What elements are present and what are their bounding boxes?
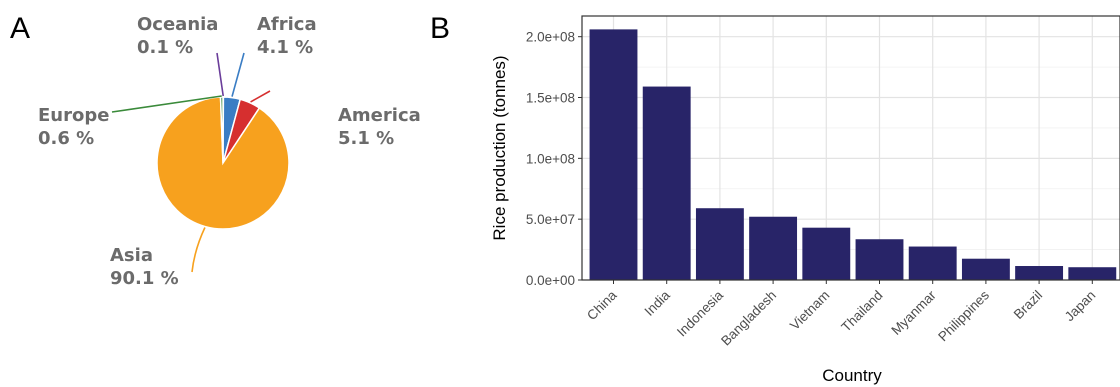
y-tick-label: 0.0e+00 xyxy=(526,273,575,288)
y-axis-title: Rice production (tonnes) xyxy=(490,55,509,240)
x-axis-title: Country xyxy=(822,366,882,385)
bar-thailand xyxy=(855,239,904,280)
x-tick-label-china: China xyxy=(584,287,620,323)
x-tick-label-india: India xyxy=(642,287,674,319)
pie-value-oceania: 0.1 % xyxy=(137,37,193,58)
pie-label-asia: Asia xyxy=(110,245,153,266)
pie-leader-oceania xyxy=(216,52,225,97)
pie-value-america: 5.1 % xyxy=(338,128,394,149)
x-tick-label-vietnam: Vietnam xyxy=(787,288,832,333)
bar-philippines xyxy=(961,258,1010,280)
pie-slice-europe xyxy=(219,96,224,164)
x-tick-label-bangladesh: Bangladesh xyxy=(718,288,779,349)
pie-label-africa: Africa xyxy=(257,14,317,35)
pie-label-oceania: Oceania xyxy=(137,14,218,35)
y-tick-label: 1.5e+08 xyxy=(526,91,575,106)
y-tick-label: 1.0e+08 xyxy=(526,151,575,166)
bar-vietnam xyxy=(802,227,851,280)
pie-leader-asia xyxy=(191,227,206,273)
x-tick-label-thailand: Thailand xyxy=(838,288,885,335)
pie-leader-africa xyxy=(231,52,245,97)
bar-indonesia xyxy=(695,208,744,280)
y-tick-label: 2.0e+08 xyxy=(526,30,575,45)
bar-japan xyxy=(1068,267,1117,280)
bar-myanmar xyxy=(908,246,957,280)
pie-value-africa: 4.1 % xyxy=(257,37,313,58)
x-tick-label-philippines: Philippines xyxy=(935,287,992,344)
bar-bangladesh xyxy=(749,216,798,280)
bar-india xyxy=(642,86,691,280)
x-tick-label-indonesia: Indonesia xyxy=(674,287,726,339)
bar-chart: 0.0e+00 5.0e+07 1.0e+08 1.5e+08 2.0e+08 Chin… xyxy=(490,15,1120,385)
x-tick-label-myanmar: Myanmar xyxy=(888,287,939,338)
y-tick-label: 5.0e+07 xyxy=(526,212,575,227)
plot-border xyxy=(581,15,1120,281)
panel-a-letter: A xyxy=(10,12,30,45)
x-tick-label-brazil: Brazil xyxy=(1011,288,1045,322)
pie-value-europe: 0.6 % xyxy=(38,128,94,149)
pie-leader-europe xyxy=(111,95,222,113)
x-tick-label-japan: Japan xyxy=(1062,288,1099,325)
pie-label-europe: Europe xyxy=(38,105,109,126)
pie-leader-america xyxy=(250,90,271,103)
panel-b-letter: B xyxy=(430,12,450,45)
bar-china xyxy=(589,29,638,280)
pie-label-america: America xyxy=(338,105,421,126)
bar-brazil xyxy=(1015,266,1064,280)
pie-value-asia: 90.1 % xyxy=(110,268,179,289)
